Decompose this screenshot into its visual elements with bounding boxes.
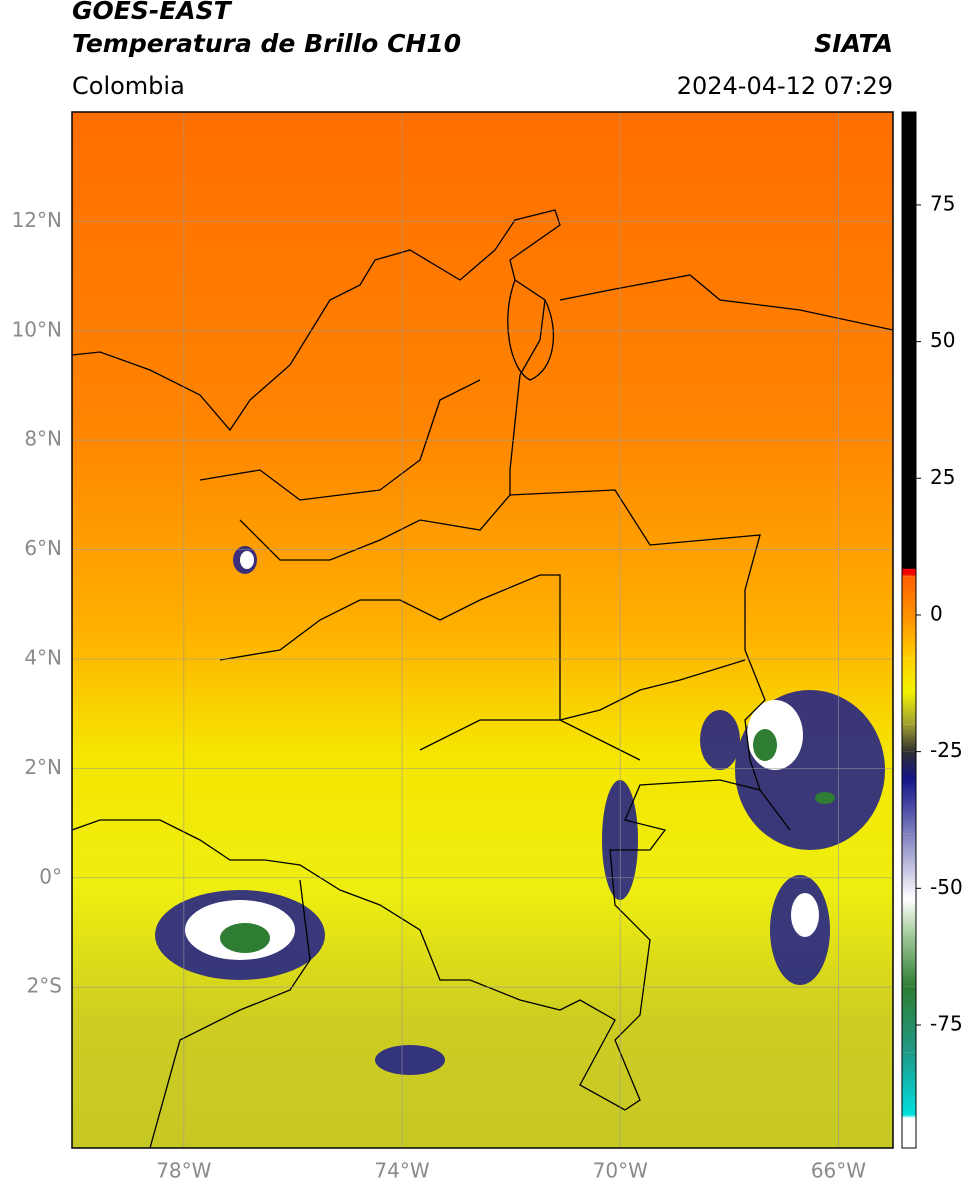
colorbar-tick-label: 0: [930, 601, 943, 625]
y-tick-label: 2°S: [27, 974, 62, 998]
title: GOES-EAST: [72, 0, 233, 25]
region: Colombia: [72, 72, 185, 100]
y-tick-label: 0°: [39, 864, 62, 888]
y-tick-label: 12°N: [12, 208, 62, 232]
x-tick-label: 78°W: [156, 1159, 211, 1183]
map-image: [72, 112, 893, 1148]
colorbar-tick-label: -75: [930, 1011, 963, 1035]
subtitle: Temperatura de Brillo CH10: [72, 29, 461, 58]
colorbar-segment: [902, 568, 916, 570]
y-tick-label: 8°N: [24, 427, 62, 451]
cloud-cold-cores: [220, 729, 835, 953]
colorbar-segment: [902, 573, 916, 577]
colorbar-segment: [902, 778, 916, 834]
colorbar-tick-label: -25: [930, 738, 963, 762]
colorbar-tick-label: 75: [930, 191, 955, 215]
axes: 78°W 74°W 70°W 66°W 12°N 10°N 8°N 6°N 4°N 2°N 0° 2°…: [12, 208, 867, 1183]
colorbar-segment: [902, 614, 916, 659]
x-tick-label: 74°W: [374, 1159, 429, 1183]
y-tick-label: 2°N: [24, 755, 62, 779]
colorbar-frame: [901, 111, 917, 1149]
borders: [72, 209, 893, 1148]
colorbar-tick-label: 25: [930, 465, 955, 489]
y-tick-label: 4°N: [24, 645, 62, 669]
colorbar: 75 50 25 0 -25 -50 -75: [901, 111, 963, 1149]
map-frame: [71, 111, 894, 1149]
colorbar-segment: [902, 1117, 916, 1148]
map-background: [72, 112, 893, 1148]
colorbar-segment: [902, 1115, 916, 1118]
y-tick-label: 6°N: [24, 536, 62, 560]
colorbar-segment: [902, 833, 916, 900]
colorbar-tick-label: 50: [930, 328, 955, 352]
y-tick-label: 10°N: [12, 317, 62, 341]
colorbar-segment: [902, 899, 916, 933]
colorbar-segment: [902, 986, 916, 1053]
colorbar-segment: [902, 751, 916, 779]
x-tick-label: 70°W: [593, 1159, 648, 1183]
colorbar-segment: [902, 569, 916, 574]
colorbar-segment: [902, 1052, 916, 1116]
colorbar-segment: [902, 112, 916, 569]
colorbar-segment: [902, 691, 916, 725]
colorbar-tick-label: -50: [930, 875, 963, 899]
grid: [72, 112, 893, 1148]
colorbar-segment: [902, 576, 916, 615]
colorbar-segment: [902, 724, 916, 752]
x-tick-label: 66°W: [811, 1159, 866, 1183]
colorbar-segment: [902, 932, 916, 987]
timestamp: 2024-04-12 07:29: [677, 72, 893, 100]
colorbar-segment: [902, 658, 916, 692]
source: SIATA: [814, 29, 893, 58]
